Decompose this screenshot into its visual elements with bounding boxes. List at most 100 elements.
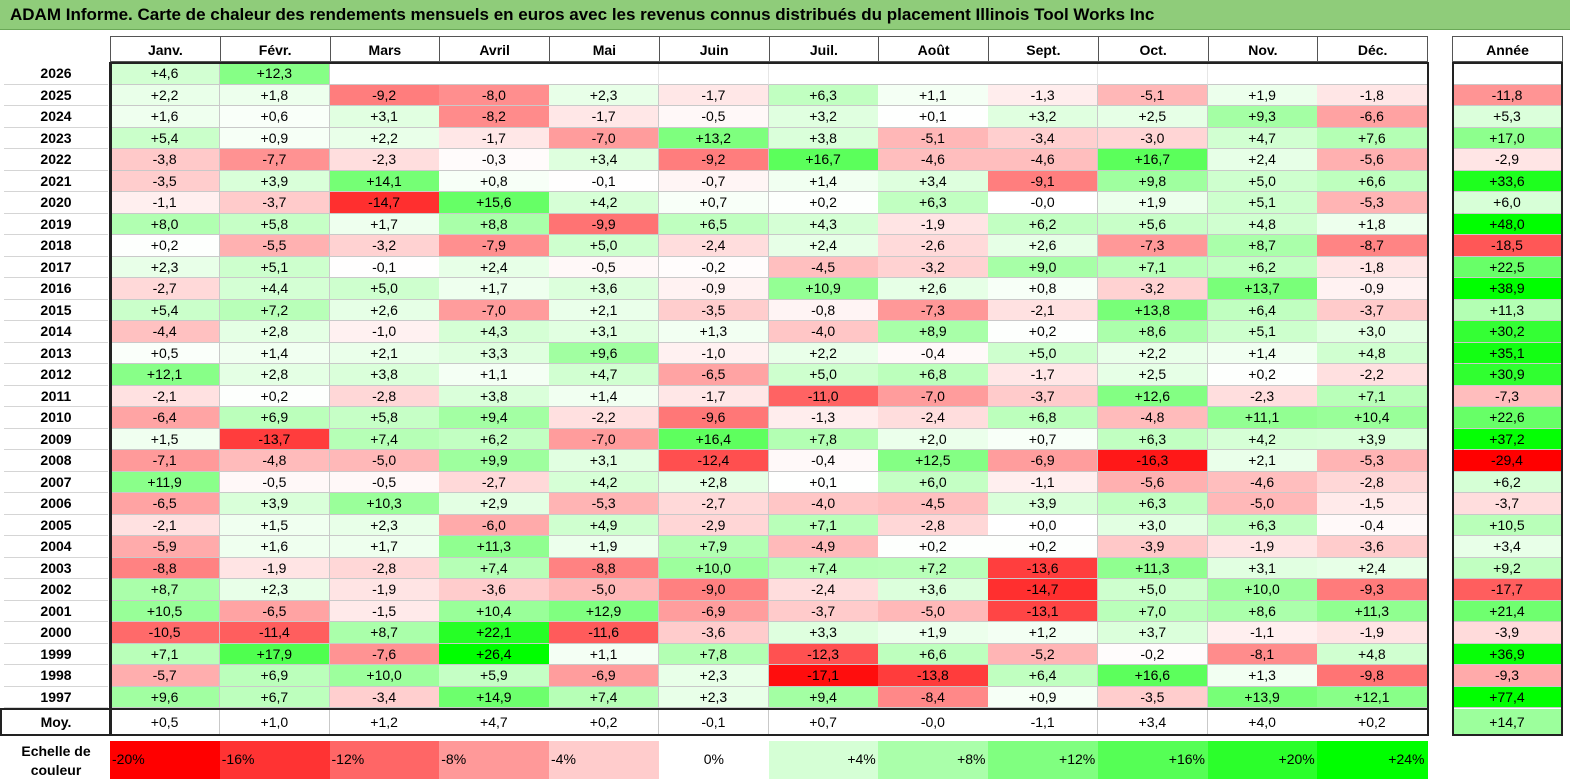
heatmap-cell: +1,6 <box>110 106 221 128</box>
heatmap-cell: +1,8 <box>219 84 330 106</box>
average-cell: -0,1 <box>658 709 769 735</box>
heatmap-cell: -3,6 <box>439 579 550 601</box>
heatmap-cell: -2,2 <box>1317 364 1428 386</box>
annual-cell: +37,2 <box>1452 428 1563 450</box>
annual-cell: +6,0 <box>1452 192 1563 214</box>
heatmap-cell: +1,1 <box>439 364 550 386</box>
heatmap-cell: +2,1 <box>549 299 660 321</box>
heatmap-cell: +11,9 <box>110 471 221 493</box>
heatmap-cell: +1,9 <box>549 536 660 558</box>
heatmap-cell: +4,2 <box>1207 428 1318 450</box>
annual-cell: -3,9 <box>1452 622 1563 644</box>
heatmap-cell: -5,0 <box>1207 493 1318 515</box>
heatmap-cell: +1,3 <box>1207 665 1318 687</box>
heatmap-cell: +2,1 <box>329 342 440 364</box>
heatmap-cell: -6,0 <box>439 514 550 536</box>
annual-cell: +30,9 <box>1452 364 1563 386</box>
heatmap-cell: +12,9 <box>549 600 660 622</box>
heatmap-cell: -4,4 <box>110 321 221 343</box>
heatmap-cell: +16,7 <box>768 149 879 171</box>
title-bar: ADAM Informe. Carte de chaleur des rende… <box>0 0 1570 30</box>
annual-cell: +5,3 <box>1452 106 1563 128</box>
heatmap-cell: +2,6 <box>988 235 1099 257</box>
heatmap-cell: -3,6 <box>1317 536 1428 558</box>
heatmap-cell: -13,8 <box>878 665 989 687</box>
heatmap-cell: -0,5 <box>329 471 440 493</box>
heatmap-cell: +11,3 <box>1317 600 1428 622</box>
annual-cell: +22,6 <box>1452 407 1563 429</box>
heatmap-cell <box>988 63 1099 85</box>
heatmap-cell: +15,6 <box>439 192 550 214</box>
heatmap-cell: +6,4 <box>1207 299 1318 321</box>
heatmap-cell: -0,9 <box>658 278 769 300</box>
heatmap-cell: +1,4 <box>549 385 660 407</box>
color-scale-label: Echelle de couleur <box>21 743 91 778</box>
year-label: 2013 <box>4 343 108 364</box>
heatmap-cell: -13,6 <box>988 557 1099 579</box>
annual-cell: +11,3 <box>1452 299 1563 321</box>
heatmap-cell: +5,0 <box>549 235 660 257</box>
heatmap-cell: +0,2 <box>110 235 221 257</box>
heatmap-cell: -3,5 <box>658 299 769 321</box>
heatmap-cell: -0,5 <box>658 106 769 128</box>
year-label: 2019 <box>4 214 108 235</box>
heatmap-cell: -3,2 <box>329 235 440 257</box>
heatmap-cell: +7,4 <box>329 428 440 450</box>
heatmap-cell: -1,5 <box>1317 493 1428 515</box>
heatmap-cell: +5,4 <box>110 299 221 321</box>
average-cell: +1,2 <box>329 709 440 735</box>
heatmap-cell: +1,1 <box>878 84 989 106</box>
heatmap-cell: +3,4 <box>878 170 989 192</box>
heatmap-cell: +1,7 <box>329 213 440 235</box>
heatmap-cell: +5,0 <box>1097 579 1208 601</box>
heatmap-cell: +7,8 <box>768 428 879 450</box>
heatmap-cell: -7,0 <box>549 127 660 149</box>
heatmap-cell: -8,8 <box>110 557 221 579</box>
year-label: 2003 <box>4 558 108 579</box>
heatmap-cell: +2,8 <box>658 471 769 493</box>
heatmap-cell: -4,5 <box>768 256 879 278</box>
heatmap-cell: +26,4 <box>439 643 550 665</box>
heatmap-cell: +6,9 <box>219 407 330 429</box>
heatmap-cell: +1,9 <box>878 622 989 644</box>
average-label: Moy. <box>4 709 108 735</box>
heatmap-cell: +5,1 <box>1207 192 1318 214</box>
heatmap-cell: -5,0 <box>878 600 989 622</box>
heatmap-cell: +2,3 <box>329 514 440 536</box>
heatmap-cell: +5,4 <box>110 127 221 149</box>
heatmap-cell: -3,6 <box>658 622 769 644</box>
heatmap-cell: -3,0 <box>1097 127 1208 149</box>
color-scale-stop: -20% <box>110 741 221 779</box>
heatmap-cell: +4,6 <box>110 63 221 85</box>
heatmap-cell: -2,7 <box>110 278 221 300</box>
heatmap-cell: -4,0 <box>768 493 879 515</box>
annual-cell: -18,5 <box>1452 235 1563 257</box>
year-label: 2010 <box>4 407 108 429</box>
annual-cell: +9,2 <box>1452 557 1563 579</box>
heatmap-cell: +0,2 <box>1207 364 1318 386</box>
annual-cell: +38,9 <box>1452 278 1563 300</box>
heatmap-cell: -0,1 <box>329 256 440 278</box>
heatmap-cell: +3,9 <box>988 493 1099 515</box>
heatmap-cell: -9,6 <box>658 407 769 429</box>
heatmap-cell: -2,7 <box>439 471 550 493</box>
heatmap-cell: -5,3 <box>549 493 660 515</box>
heatmap-cell <box>878 63 989 85</box>
heatmap-cell: +2,4 <box>1317 557 1428 579</box>
year-label: 2006 <box>4 493 108 515</box>
heatmap-cell: +2,4 <box>1207 149 1318 171</box>
heatmap-cell: +5,0 <box>1207 170 1318 192</box>
heatmap-cell: +0,8 <box>988 278 1099 300</box>
heatmap-cell: +3,6 <box>549 278 660 300</box>
heatmap-cell: +0,2 <box>988 321 1099 343</box>
heatmap-cell: +3,9 <box>219 493 330 515</box>
heatmap-cell: -4,8 <box>219 450 330 472</box>
heatmap-cell: -1,9 <box>1317 622 1428 644</box>
annual-cell: -2,9 <box>1452 149 1563 171</box>
heatmap-cell: +0,8 <box>439 170 550 192</box>
heatmap-cell: -8,4 <box>878 686 989 708</box>
heatmap-cell: +1,7 <box>329 536 440 558</box>
heatmap-cell: -4,6 <box>988 149 1099 171</box>
heatmap-cell: +3,1 <box>1207 557 1318 579</box>
heatmap-cell: +0,2 <box>878 536 989 558</box>
